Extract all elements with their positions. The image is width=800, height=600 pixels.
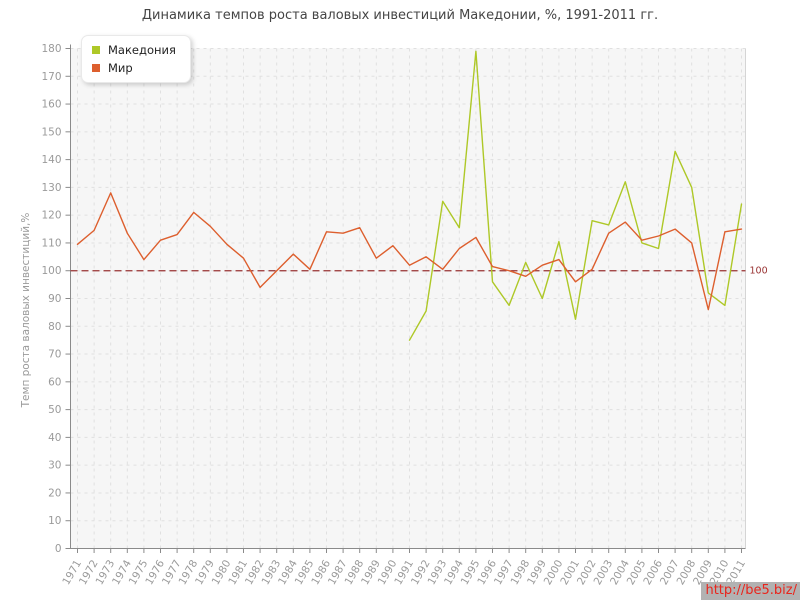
svg-text:80: 80 [48, 321, 61, 333]
svg-text:160: 160 [41, 99, 61, 111]
watermark-link[interactable]: http://be5.biz/ [701, 582, 800, 600]
svg-text:30: 30 [48, 460, 61, 472]
legend-item-macedonia: Македония [92, 43, 176, 57]
y-tick-labels: 0 10 20 30 40 50 60 70 80 90 100 110 120 130 140 150 160… [41, 43, 61, 555]
chart-title: Динамика темпов роста валовых инвестиций… [141, 8, 659, 23]
legend-item-world: Мир [92, 61, 176, 75]
svg-text:170: 170 [41, 71, 61, 83]
svg-text:0: 0 [55, 543, 62, 555]
svg-text:40: 40 [48, 432, 61, 444]
svg-text:180: 180 [41, 43, 61, 55]
svg-text:50: 50 [48, 404, 61, 416]
x-tick-labels: 1971197219731974197519761977197819791980… [60, 558, 748, 587]
svg-text:70: 70 [48, 349, 61, 361]
macedonia-series-swatch-icon [92, 46, 100, 54]
legend: Македония Мир [81, 35, 191, 83]
svg-text:100: 100 [41, 265, 61, 277]
series-line-Македония [408, 50, 743, 341]
svg-text:120: 120 [41, 210, 61, 222]
svg-text:90: 90 [48, 293, 61, 305]
axis-ticks [65, 48, 742, 553]
svg-text:130: 130 [41, 182, 61, 194]
svg-text:150: 150 [41, 126, 61, 138]
legend-label: Мир [108, 61, 133, 75]
svg-text:10: 10 [48, 515, 61, 527]
svg-text:110: 110 [41, 237, 61, 249]
legend-label: Македония [108, 43, 176, 57]
series-line-Мир [76, 192, 743, 311]
world-series-swatch-icon [92, 64, 100, 72]
svg-text:20: 20 [48, 487, 61, 499]
svg-text:60: 60 [48, 376, 61, 388]
reference-line-label: 100 [750, 266, 768, 277]
svg-text:140: 140 [41, 154, 61, 166]
